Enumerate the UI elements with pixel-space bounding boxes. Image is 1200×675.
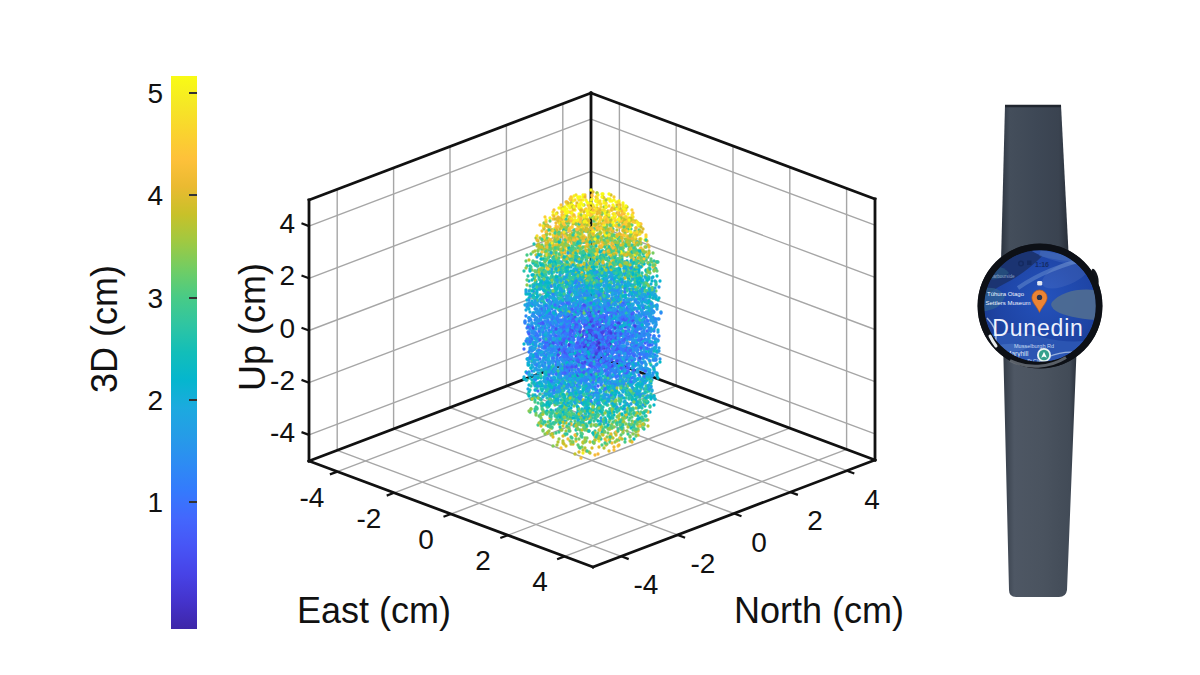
svg-text:2: 2 bbox=[475, 545, 491, 576]
svg-text:-2: -2 bbox=[357, 503, 382, 534]
svg-text:Tūhura Otago: Tūhura Otago bbox=[987, 291, 1025, 297]
svg-text:Dunedin: Dunedin bbox=[992, 315, 1083, 341]
svg-text:-2: -2 bbox=[691, 548, 716, 579]
svg-text:4: 4 bbox=[279, 208, 295, 239]
svg-text:2: 2 bbox=[147, 385, 163, 416]
svg-text:-2: -2 bbox=[270, 365, 295, 396]
svg-text:Settlers Museum: Settlers Museum bbox=[986, 300, 1031, 306]
svg-text:4: 4 bbox=[532, 566, 548, 597]
svg-text:3D (cm): 3D (cm) bbox=[84, 265, 125, 393]
svg-text:0: 0 bbox=[418, 524, 434, 555]
svg-text:-4: -4 bbox=[300, 482, 325, 513]
svg-text:1:16: 1:16 bbox=[1035, 261, 1049, 268]
svg-text:East (cm): East (cm) bbox=[297, 590, 451, 631]
svg-text:0: 0 bbox=[751, 527, 767, 558]
svg-text:3: 3 bbox=[147, 283, 163, 314]
svg-text:0: 0 bbox=[279, 313, 295, 344]
svg-text:2: 2 bbox=[279, 260, 295, 291]
svg-text:-4: -4 bbox=[270, 417, 295, 448]
svg-text:Musselburgh Rd: Musselburgh Rd bbox=[1014, 343, 1054, 349]
svg-text:4: 4 bbox=[864, 484, 880, 515]
svg-text:Up (cm): Up (cm) bbox=[232, 263, 273, 391]
svg-text:-4: -4 bbox=[634, 569, 659, 600]
svg-text:5: 5 bbox=[147, 78, 163, 109]
svg-text:4: 4 bbox=[147, 180, 163, 211]
svg-text:2: 2 bbox=[807, 505, 823, 536]
svg-text:North (cm): North (cm) bbox=[734, 590, 904, 631]
svg-text:1: 1 bbox=[147, 487, 163, 518]
